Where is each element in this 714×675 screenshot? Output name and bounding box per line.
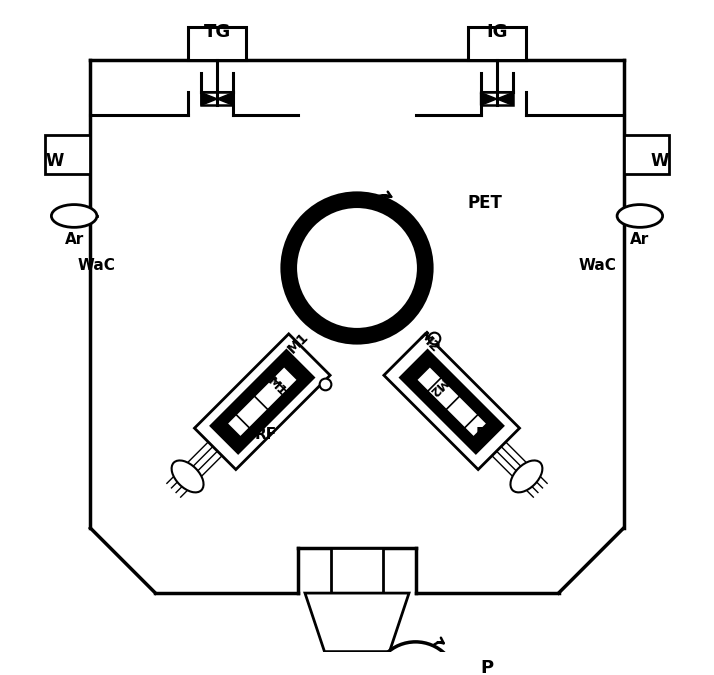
Polygon shape [217, 92, 233, 105]
Polygon shape [211, 350, 314, 454]
Text: TG: TG [203, 23, 231, 41]
Text: M1: M1 [285, 329, 312, 356]
Circle shape [320, 379, 331, 390]
Polygon shape [416, 366, 488, 437]
Bar [331, 547, 383, 593]
Text: W: W [650, 153, 668, 171]
Polygon shape [400, 350, 503, 454]
Text: PET: PET [468, 194, 503, 212]
Ellipse shape [51, 205, 97, 227]
Text: WaC: WaC [578, 259, 616, 273]
Polygon shape [226, 366, 298, 437]
Text: M2: M2 [416, 329, 442, 356]
Text: Ar: Ar [64, 232, 84, 247]
Polygon shape [201, 92, 217, 105]
Ellipse shape [171, 460, 203, 492]
Polygon shape [497, 92, 513, 105]
Circle shape [428, 333, 441, 344]
Ellipse shape [617, 205, 663, 227]
Bar [188, 28, 246, 60]
Text: M1: M1 [265, 375, 289, 399]
Polygon shape [305, 593, 409, 651]
Bar [468, 28, 526, 60]
Text: M2: M2 [425, 375, 449, 399]
Text: Ar: Ar [630, 232, 650, 247]
Text: RF: RF [255, 427, 277, 442]
Text: IG: IG [486, 23, 508, 41]
Polygon shape [481, 92, 497, 105]
Text: RF: RF [476, 427, 498, 442]
Text: P: P [481, 659, 493, 675]
Text: W: W [46, 153, 64, 171]
Bar [481, 92, 513, 105]
Circle shape [373, 642, 458, 675]
Ellipse shape [511, 460, 543, 492]
Bar [623, 135, 669, 173]
Polygon shape [91, 60, 623, 593]
Bar [201, 92, 233, 105]
Text: WaC: WaC [78, 259, 116, 273]
Bar [45, 135, 91, 173]
